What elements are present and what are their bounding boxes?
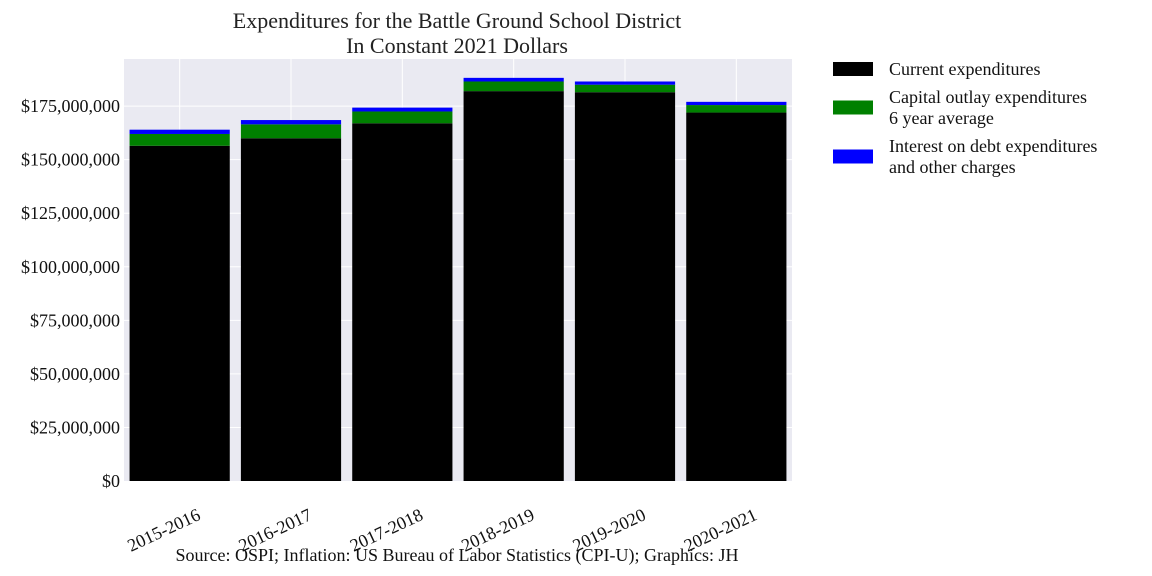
bar-segment-2017-2018-series-1 [352, 111, 453, 124]
y-tick-label: $50,000,000 [30, 364, 120, 384]
bar-segment-2018-2019-series-1 [463, 81, 564, 92]
legend: Current expenditures Capital outlay expen… [833, 59, 1097, 177]
y-tick-label: $175,000,000 [21, 96, 120, 116]
bar-segment-2020-2021-series-2 [686, 101, 787, 106]
legend-swatch [833, 100, 873, 115]
bar-segment-2018-2019-series-2 [463, 77, 564, 82]
bar-segment-2015-2016-series-2 [129, 129, 230, 134]
bar-segment-2015-2016-series-1 [129, 133, 230, 146]
y-tick-label: $0 [102, 471, 120, 491]
y-tick-label: $25,000,000 [30, 417, 120, 437]
bar-segment-2017-2018-series-2 [352, 107, 453, 112]
bar-segment-2019-2020-series-1 [574, 84, 676, 93]
plot-area [124, 59, 792, 481]
y-tick-label: $150,000,000 [21, 150, 120, 170]
y-axis: $0 $25,000,000 $50,000,000 $75,000,000 $100,… [21, 96, 120, 491]
legend-swatch [833, 149, 873, 164]
bar-segment-2020-2021-series-0 [686, 112, 787, 482]
legend-label: Capital outlay expenditures 6 year averag… [889, 87, 1087, 128]
bar-segment-2015-2016-series-0 [129, 145, 230, 481]
source-note: Source: OSPI; Inflation: US Bureau of La… [176, 545, 739, 566]
y-tick-label: $125,000,000 [21, 203, 120, 223]
legend-label: Current expenditures [889, 59, 1040, 79]
bar-segment-2017-2018-series-0 [352, 123, 453, 481]
bar-segment-2016-2017-series-0 [240, 138, 342, 481]
chart-title: Expenditures for the Battle Ground Schoo… [233, 8, 681, 33]
y-tick-label: $100,000,000 [21, 257, 120, 277]
bar-segment-2016-2017-series-2 [240, 120, 342, 125]
legend-swatch [833, 62, 873, 76]
bar-segment-2019-2020-series-2 [574, 81, 676, 85]
bar-segment-2018-2019-series-0 [463, 91, 564, 481]
y-tick-label: $75,000,000 [30, 310, 120, 330]
bar-segment-2020-2021-series-1 [686, 105, 787, 113]
bar-segment-2016-2017-series-1 [240, 124, 342, 139]
bars [129, 77, 787, 482]
legend-label: Interest on debt expenditures and other c… [889, 136, 1097, 177]
chart-subtitle: In Constant 2021 Dollars [346, 33, 568, 58]
bar-segment-2019-2020-series-0 [574, 92, 676, 481]
